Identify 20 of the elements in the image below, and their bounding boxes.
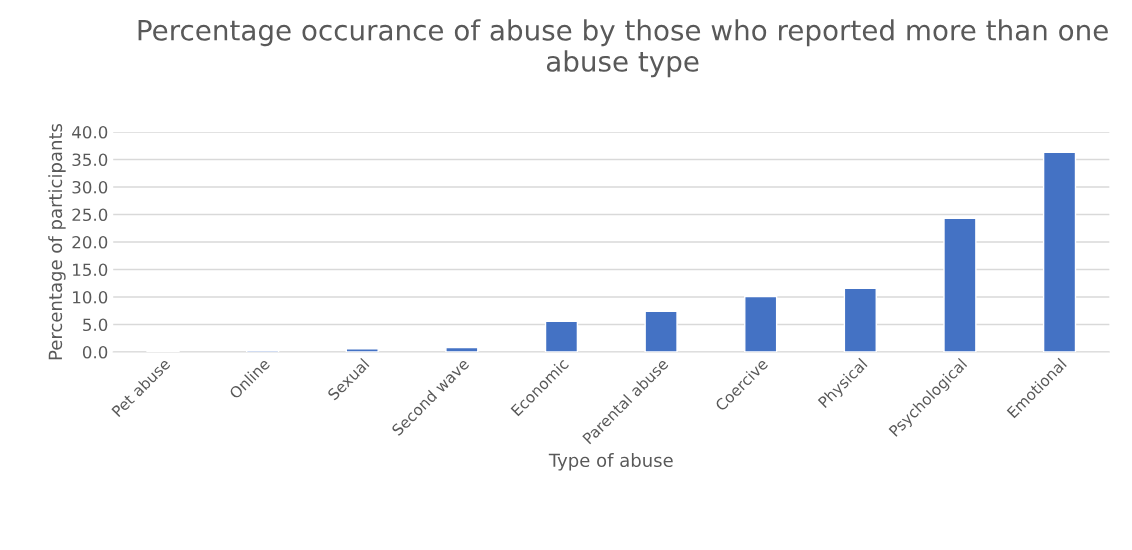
bar	[445, 346, 479, 352]
bar	[843, 287, 877, 352]
bar	[345, 348, 379, 352]
x-axis-title: Type of abuse	[548, 453, 673, 471]
y-axis-title: Percentage of participants	[48, 123, 66, 360]
bar	[744, 295, 778, 352]
y-tick-label: 40.0	[72, 125, 108, 139]
y-tick-label: 30.0	[72, 180, 108, 194]
y-tick-label: 0.0	[82, 345, 108, 359]
y-tick-label: 20.0	[72, 235, 108, 249]
y-tick-label: 10.0	[73, 290, 108, 304]
bar	[943, 217, 977, 352]
bar	[1042, 151, 1077, 352]
y-tick-label: 35.0	[72, 153, 108, 167]
bar	[644, 310, 678, 352]
y-tick-label: 5.0	[83, 318, 108, 332]
bar	[544, 320, 579, 352]
y-tick-label: 25.0	[72, 208, 108, 222]
chart-title: Percentage occurance of abuse by those who reported more than one abuse type	[138, 19, 1108, 78]
y-tick-label: 15.0	[73, 263, 108, 277]
